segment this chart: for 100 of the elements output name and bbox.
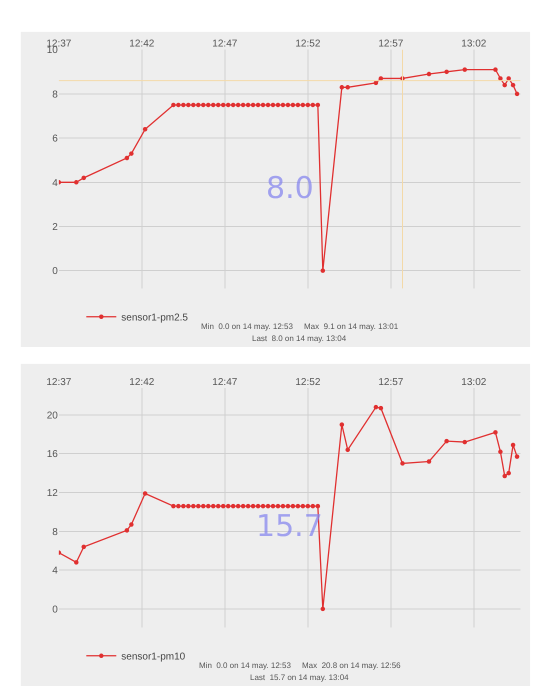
point bbox=[498, 450, 503, 454]
x-tick-label: 13:02 bbox=[461, 38, 487, 50]
point bbox=[230, 102, 236, 108]
point bbox=[171, 102, 176, 108]
point bbox=[220, 102, 226, 108]
point bbox=[230, 504, 236, 508]
point bbox=[340, 422, 344, 427]
x-tick-label: 12:42 bbox=[129, 376, 155, 388]
point bbox=[196, 504, 201, 508]
point bbox=[270, 102, 276, 108]
point bbox=[266, 504, 270, 508]
point bbox=[378, 406, 384, 410]
point bbox=[129, 522, 134, 527]
point bbox=[345, 448, 350, 452]
point bbox=[400, 461, 405, 466]
point bbox=[280, 504, 286, 508]
point bbox=[286, 504, 290, 508]
point bbox=[240, 504, 246, 508]
y-tick-label: 4 bbox=[52, 178, 58, 189]
point bbox=[201, 504, 206, 508]
point bbox=[280, 102, 286, 108]
point bbox=[181, 102, 186, 108]
point bbox=[82, 176, 86, 180]
point bbox=[270, 504, 276, 508]
x-tick-label: 12:42 bbox=[129, 38, 155, 50]
point bbox=[444, 438, 449, 444]
point bbox=[462, 440, 468, 444]
point bbox=[286, 102, 290, 108]
x-tick-label: 12:52 bbox=[295, 38, 321, 50]
y-tick-label: 8 bbox=[52, 526, 58, 538]
point bbox=[82, 544, 86, 550]
point bbox=[310, 504, 316, 508]
point bbox=[320, 268, 326, 273]
point bbox=[306, 504, 310, 508]
point bbox=[124, 528, 130, 533]
point bbox=[171, 504, 176, 508]
point bbox=[256, 504, 260, 508]
point bbox=[74, 180, 79, 185]
point bbox=[176, 504, 181, 508]
point bbox=[240, 102, 246, 108]
point bbox=[191, 102, 196, 108]
point bbox=[216, 504, 220, 508]
x-tick-label: 12:57 bbox=[378, 376, 404, 388]
point bbox=[186, 102, 191, 108]
point bbox=[142, 491, 148, 496]
point bbox=[124, 156, 130, 160]
point bbox=[290, 102, 296, 108]
legend-label: sensor1-pm10 bbox=[121, 652, 186, 663]
point bbox=[316, 102, 320, 108]
point bbox=[300, 504, 306, 508]
y-tick-label: 20 bbox=[46, 410, 58, 422]
x-tick-label: 12:47 bbox=[212, 376, 238, 388]
point bbox=[296, 504, 300, 508]
point bbox=[374, 80, 378, 86]
point bbox=[250, 504, 256, 508]
y-tick-label: 2 bbox=[52, 222, 58, 233]
point bbox=[236, 504, 240, 508]
point bbox=[266, 102, 270, 108]
point bbox=[374, 404, 378, 410]
point bbox=[226, 504, 230, 508]
legend-label: sensor1-pm2.5 bbox=[121, 312, 188, 324]
text: Last 8.0 on 14 may. 13:04 bbox=[252, 334, 347, 343]
point bbox=[211, 504, 216, 508]
point bbox=[129, 151, 134, 156]
x-tick-label: 12:37 bbox=[46, 376, 72, 388]
text: Min 0.0 on 14 may. 12:53 Max 20.8 on 14 may. 12:56 bbox=[199, 661, 402, 670]
y-tick-label: 0 bbox=[52, 266, 58, 278]
point bbox=[220, 504, 226, 508]
point bbox=[196, 102, 201, 108]
point bbox=[502, 82, 507, 88]
point bbox=[306, 102, 310, 108]
point bbox=[345, 85, 350, 90]
point bbox=[514, 454, 520, 459]
point bbox=[181, 504, 186, 508]
point bbox=[290, 504, 296, 508]
point bbox=[226, 102, 230, 108]
point bbox=[246, 504, 250, 508]
point bbox=[340, 85, 344, 90]
point bbox=[186, 504, 191, 508]
point bbox=[211, 102, 216, 108]
point bbox=[246, 102, 250, 108]
point bbox=[256, 102, 260, 108]
point bbox=[206, 504, 211, 508]
point bbox=[510, 82, 516, 88]
point bbox=[216, 102, 220, 108]
point bbox=[260, 102, 266, 108]
point bbox=[493, 67, 498, 72]
y-tick-label: 6 bbox=[52, 134, 58, 145]
x-tick-label: 13:02 bbox=[461, 376, 487, 388]
point bbox=[206, 102, 211, 108]
text: Last 15.7 on 14 may. 13:04 bbox=[250, 673, 350, 682]
point bbox=[74, 560, 79, 565]
point bbox=[276, 504, 280, 508]
point bbox=[426, 459, 432, 464]
text: Min 0.0 on 14 may. 12:53 Max 9.1 on 14 may. 13:01 bbox=[201, 322, 399, 331]
point bbox=[142, 127, 148, 132]
y-tick-label: 12 bbox=[46, 488, 58, 500]
point bbox=[493, 430, 498, 435]
y-tick-label: 0 bbox=[52, 604, 58, 616]
point bbox=[320, 606, 326, 612]
